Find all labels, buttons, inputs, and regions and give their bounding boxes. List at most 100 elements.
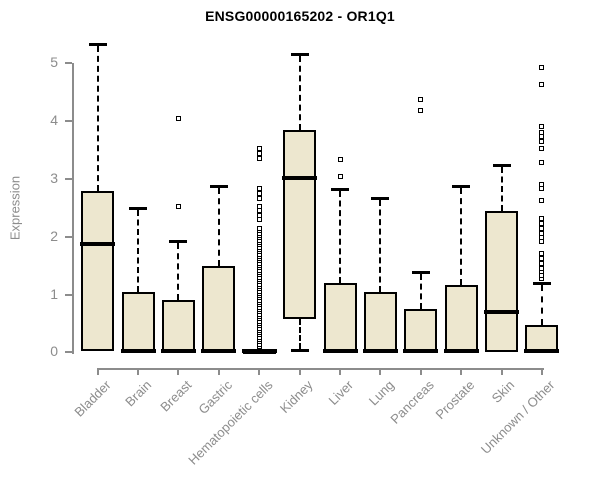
- median-line-bladder: [80, 241, 116, 246]
- median-line-pancreas: [403, 349, 439, 354]
- box-prostate: [444, 284, 478, 353]
- y-tick-label: 5: [50, 54, 58, 71]
- outlier-point: [539, 226, 545, 232]
- whisker-cap: [492, 163, 511, 167]
- outlier-point: [539, 265, 545, 271]
- whisker-cap: [209, 185, 228, 189]
- whisker-line: [500, 166, 503, 211]
- x-tick-mark: [379, 367, 382, 375]
- box-bladder: [81, 191, 115, 352]
- whisker-line: [339, 191, 342, 283]
- outlier-point: [539, 260, 545, 266]
- box-skin: [485, 210, 519, 352]
- whisker-cap: [290, 52, 309, 56]
- x-tick-label-brain: Brain: [121, 376, 154, 409]
- x-tick-label-liver: Liver: [325, 376, 356, 408]
- median-line-kidney: [282, 175, 318, 180]
- x-tick-label-prostate: Prostate: [432, 376, 478, 422]
- outlier-point: [175, 203, 181, 209]
- outlier-point: [256, 156, 262, 162]
- outlier-point: [539, 159, 545, 165]
- outlier-point: [539, 145, 545, 151]
- box-liver: [323, 282, 357, 353]
- y-axis-line: [72, 63, 74, 355]
- x-tick-mark: [298, 367, 301, 375]
- x-tick-mark: [339, 367, 342, 375]
- outlier-point: [256, 145, 262, 151]
- box-unknown-other: [525, 324, 559, 353]
- x-tick-label-kidney: Kidney: [276, 376, 316, 416]
- x-tick-mark: [96, 367, 99, 375]
- y-tick-label: 4: [50, 112, 58, 129]
- x-tick-mark: [419, 367, 422, 375]
- whisker-cap: [88, 43, 107, 47]
- whisker-line: [540, 284, 543, 325]
- outlier-point: [539, 129, 545, 135]
- x-tick-mark: [460, 367, 463, 375]
- whisker-cap: [331, 188, 350, 192]
- y-tick-mark: [65, 293, 72, 296]
- outlier-point: [539, 134, 545, 140]
- y-tick-mark: [65, 120, 72, 123]
- x-tick-mark: [137, 367, 140, 375]
- x-tick-label-pancreas: Pancreas: [387, 376, 437, 427]
- median-line-liver: [322, 349, 358, 354]
- box-pancreas: [404, 308, 438, 353]
- median-line-hematopoietic-cells: [241, 349, 277, 354]
- whisker-line: [137, 210, 140, 293]
- outlier-point: [256, 226, 262, 232]
- box-kidney: [283, 129, 317, 319]
- chart-title: ENSG00000165202 - OR1Q1: [205, 8, 395, 24]
- outlier-point: [256, 190, 262, 196]
- median-line-lung: [362, 349, 398, 354]
- x-tick-label-gastric: Gastric: [195, 376, 235, 417]
- whisker-cap: [169, 239, 188, 243]
- median-line-gastric: [201, 349, 237, 354]
- median-line-breast: [160, 349, 196, 354]
- outlier-point: [256, 150, 262, 156]
- whisker-cap: [129, 207, 148, 211]
- y-tick-mark: [65, 62, 72, 65]
- y-tick-label: 2: [50, 227, 58, 244]
- outlier-point: [256, 213, 262, 219]
- x-tick-mark: [177, 367, 180, 375]
- box-gastric: [202, 265, 236, 353]
- whisker-line: [217, 188, 220, 266]
- box-lung: [363, 291, 397, 353]
- whisker-line: [379, 199, 382, 292]
- y-tick-label: 3: [50, 169, 58, 186]
- whisker-line: [96, 46, 99, 192]
- x-tick-label-lung: Lung: [365, 376, 397, 408]
- outlier-point: [539, 215, 545, 221]
- outlier-point: [539, 235, 545, 241]
- y-tick-mark: [65, 235, 72, 238]
- outlier-point: [539, 65, 545, 71]
- y-tick-label: 0: [50, 343, 58, 360]
- outlier-point: [256, 196, 262, 202]
- whisker-line: [419, 273, 422, 309]
- x-axis-line: [96, 367, 544, 370]
- outlier-point: [539, 230, 545, 236]
- whisker-line: [460, 188, 463, 285]
- outlier-point: [539, 81, 545, 87]
- x-tick-label-breast: Breast: [157, 376, 195, 414]
- outlier-point: [539, 250, 545, 256]
- whisker-line: [298, 55, 301, 130]
- x-tick-mark: [500, 367, 503, 375]
- outlier-point: [418, 97, 424, 103]
- x-tick-mark: [258, 367, 261, 375]
- outlier-point: [337, 173, 343, 179]
- x-tick-label-unknown-other: Unknown / Other: [478, 376, 558, 457]
- whisker-line: [177, 242, 180, 301]
- median-line-unknown-other: [524, 349, 560, 354]
- box-breast: [161, 300, 195, 353]
- x-tick-label-bladder: Bladder: [71, 376, 114, 420]
- x-tick-mark: [540, 367, 543, 375]
- median-line-skin: [484, 309, 520, 314]
- whisker-cap: [411, 270, 430, 274]
- outlier-point: [539, 221, 545, 227]
- outlier-point: [418, 107, 424, 113]
- x-tick-mark: [217, 367, 220, 375]
- outlier-point: [539, 256, 545, 262]
